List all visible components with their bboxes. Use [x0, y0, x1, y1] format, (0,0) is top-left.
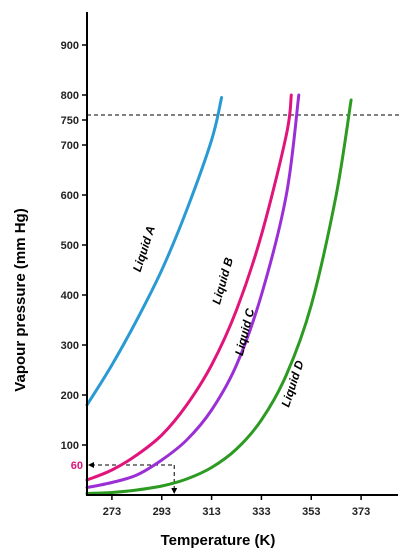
y-tick-label: 400 [61, 290, 79, 302]
series-line-liquid-a [85, 96, 224, 407]
y-tick-label: 300 [61, 340, 79, 352]
reference-layer: 60 [71, 114, 399, 494]
annotation-arrow-left [88, 462, 94, 468]
x-tick-label: 273 [103, 506, 121, 518]
y-tick-label: 600 [61, 190, 79, 202]
x-tick-label: 373 [352, 506, 370, 518]
y-tick-label: 700 [61, 140, 79, 152]
series-line-liquid-b [85, 93, 293, 482]
y-axis-title: Vapour pressure (mm Hg) [12, 208, 29, 391]
x-tick-label: 313 [202, 506, 220, 518]
y-tick-label: 500 [61, 240, 79, 252]
series-line-liquid-d [85, 98, 353, 495]
series-label-liquid-a: Liquid A [130, 224, 158, 274]
y-tick-label: 750 [61, 115, 79, 127]
x-tick-label: 353 [302, 506, 320, 518]
annotation-label: 60 [71, 460, 83, 472]
y-tick-label: 200 [61, 390, 79, 402]
axes-layer [86, 12, 398, 496]
ticks-layer: 100 200 300 400 500 600 700 750 800 900 273 293 313 3… [61, 40, 371, 518]
annotation-arrow-down [171, 488, 178, 494]
x-axis-title: Temperature (K) [161, 532, 276, 549]
series-label-liquid-b: Liquid B [209, 256, 236, 306]
x-tick-label: 333 [252, 506, 270, 518]
series-line-liquid-c [85, 93, 301, 489]
x-tick-label: 293 [153, 506, 171, 518]
y-tick-label: 900 [61, 40, 79, 52]
y-tick-label: 100 [61, 440, 79, 452]
labels-layer: Temperature (K) Vapour pressure (mm Hg) [12, 208, 275, 549]
y-tick-label: 800 [61, 90, 79, 102]
